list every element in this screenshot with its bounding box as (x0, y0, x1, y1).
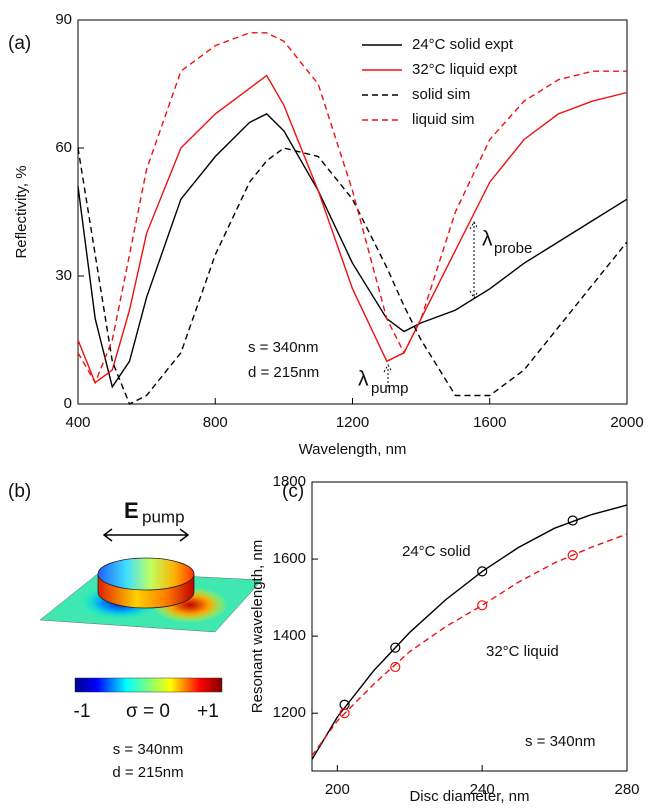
legend-label: liquid sim (412, 111, 475, 128)
panel-b: (b) E pump -1 σ = 0 +1 s = 340nm d = 215… (8, 481, 263, 781)
probe-sub: probe (494, 240, 532, 257)
x-tick-label: 400 (65, 414, 90, 431)
legend-label: 32°C liquid expt (412, 61, 518, 78)
colorbar-label: -1 (74, 701, 91, 722)
series-label: 32°C liquid (486, 643, 559, 660)
y-axis-label: Resonant wavelength, nm (249, 540, 266, 713)
y-tick-label: 60 (55, 139, 72, 156)
x-tick-label: 280 (614, 781, 639, 798)
probe-label: λ (482, 228, 493, 251)
pump-label: λ (358, 368, 369, 391)
param: d = 215nm (112, 764, 183, 781)
y-tick-label: 1600 (273, 550, 306, 567)
plot-frame (311, 481, 628, 772)
series-label: 24°C solid (402, 543, 471, 560)
y-tick-label: 1400 (273, 627, 306, 644)
series-line (77, 113, 628, 389)
plot-frame (77, 19, 628, 405)
legend-label: 24°C solid expt (412, 36, 514, 53)
annotation: s = 340nm (248, 339, 318, 356)
colorbar-label: +1 (197, 701, 219, 722)
fit-line (311, 504, 628, 760)
pump-arrow (383, 363, 393, 387)
data-point (567, 550, 578, 561)
y-tick-label: 0 (64, 395, 72, 412)
panel-label: (a) (8, 33, 31, 54)
panel-label: (b) (8, 481, 31, 502)
data-point (390, 661, 401, 673)
colorbar-label: σ = 0 (126, 701, 170, 722)
x-axis-label: Wavelength, nm (299, 441, 407, 458)
data-point (477, 566, 488, 577)
x-tick-label: 240 (470, 781, 495, 798)
param: s = 340nm (113, 741, 183, 758)
legend-label: solid sim (412, 86, 470, 103)
probe-arrow (469, 220, 479, 300)
y-axis-label: Reflectivity, % (13, 165, 30, 258)
disc-top (97, 557, 195, 591)
fit-line (311, 533, 628, 757)
y-tick-label: 1800 (273, 473, 306, 490)
x-tick-label: 2000 (610, 414, 643, 431)
panel-label: (c) (282, 481, 304, 502)
x-tick-label: 1200 (336, 414, 369, 431)
field-sub: pump (142, 507, 185, 526)
x-tick-label: 200 (325, 781, 350, 798)
x-tick-label: 800 (203, 414, 228, 431)
data-point (567, 515, 578, 526)
field-label: E (124, 498, 139, 523)
colorbar (74, 677, 223, 693)
annotation: s = 340nm (525, 733, 595, 750)
data-point (339, 708, 350, 719)
y-tick-label: 30 (55, 267, 72, 284)
pump-sub: pump (371, 380, 409, 397)
series-line (77, 74, 628, 384)
y-tick-label: 1200 (273, 704, 306, 721)
data-point (477, 600, 488, 611)
x-tick-label: 1600 (473, 414, 506, 431)
x-axis-label: Disc diameter, nm (409, 788, 529, 804)
field-arrow (102, 528, 190, 542)
series-line (77, 32, 627, 385)
annotation: d = 215nm (248, 364, 319, 381)
series-line (77, 147, 628, 405)
data-point (390, 642, 401, 653)
y-tick-label: 90 (55, 11, 72, 28)
